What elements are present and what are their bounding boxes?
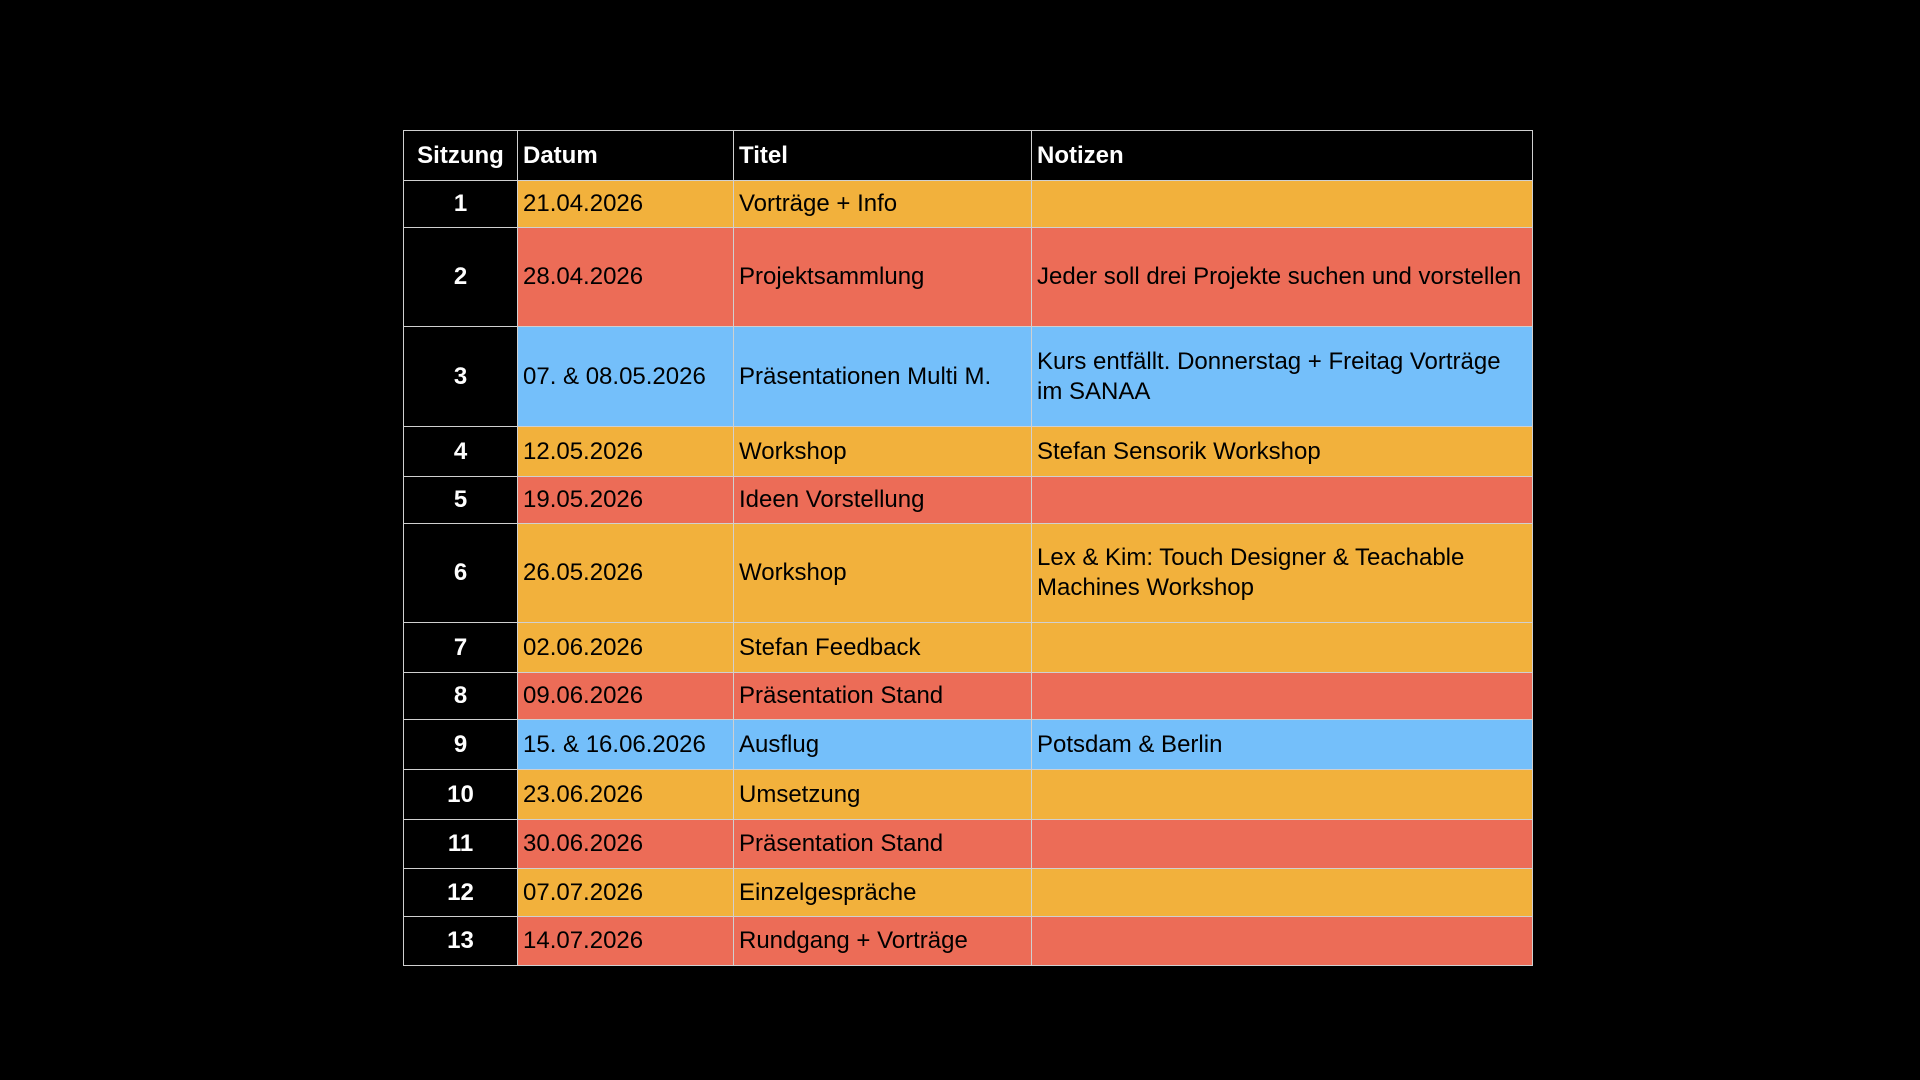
table-row: 5 19.05.2026 Ideen Vorstellung (403, 476, 1533, 524)
titel-cell: Ausflug (733, 719, 1032, 770)
notizen-cell (1031, 868, 1533, 917)
titel-cell: Workshop (733, 523, 1032, 623)
notizen-cell (1031, 622, 1533, 673)
datum-cell: 09.06.2026 (517, 672, 734, 720)
table-row: 4 12.05.2026 Workshop Stefan Sensorik Works… (403, 426, 1533, 477)
schedule: Sitzung Datum Titel Notizen 1 21.04.2026 Vort… (403, 130, 1533, 966)
header-row: Sitzung Datum Titel Notizen (403, 130, 1533, 181)
sitzung-cell: 3 (403, 326, 518, 427)
datum-cell: 28.04.2026 (517, 227, 734, 327)
datum-cell: 21.04.2026 (517, 180, 734, 228)
titel-cell: Präsentation Stand (733, 819, 1032, 869)
titel-cell: Ideen Vorstellung (733, 476, 1032, 524)
sitzung-cell: 11 (403, 819, 518, 869)
column-header: Sitzung (403, 130, 518, 181)
datum-cell: 19.05.2026 (517, 476, 734, 524)
notizen-cell: Lex & Kim: Touch Designer & Teachable Ma… (1031, 523, 1533, 623)
sitzung-cell: 9 (403, 719, 518, 770)
table-row: 2 28.04.2026 Projektsammlung Jeder soll dre… (403, 227, 1533, 327)
titel-cell: Präsentationen Multi M. (733, 326, 1032, 427)
table-row: 8 09.06.2026 Präsentation Stand (403, 672, 1533, 720)
table-row: 12 07.07.2026 Einzelgespräche (403, 868, 1533, 917)
notizen-cell (1031, 769, 1533, 820)
titel-cell: Umsetzung (733, 769, 1032, 820)
sitzung-cell: 4 (403, 426, 518, 477)
sitzung-cell: 8 (403, 672, 518, 720)
table-row: 13 14.07.2026 Rundgang + Vorträge (403, 916, 1533, 966)
table-row: 10 23.06.2026 Umsetzung (403, 769, 1533, 820)
sitzung-cell: 13 (403, 916, 518, 966)
column-header: Titel (733, 130, 1032, 181)
table-row: 3 07. & 08.05.2026 Präsentationen Multi M.… (403, 326, 1533, 427)
notizen-cell (1031, 180, 1533, 228)
notizen-cell: Jeder soll drei Projekte suchen und vors… (1031, 227, 1533, 327)
column-header: Datum (517, 130, 734, 181)
notizen-cell: Stefan Sensorik Workshop (1031, 426, 1533, 477)
table-row: 9 15. & 16.06.2026 Ausflug Potsdam & Berlin (403, 719, 1533, 770)
datum-cell: 02.06.2026 (517, 622, 734, 673)
table-row: 11 30.06.2026 Präsentation Stand (403, 819, 1533, 869)
notizen-cell: Kurs entfällt. Donnerstag + Freitag Vort… (1031, 326, 1533, 427)
table-row: 1 21.04.2026 Vorträge + Info (403, 180, 1533, 228)
sitzung-cell: 6 (403, 523, 518, 623)
sitzung-cell: 10 (403, 769, 518, 820)
titel-cell: Vorträge + Info (733, 180, 1032, 228)
titel-cell: Einzelgespräche (733, 868, 1032, 917)
sitzung-cell: 1 (403, 180, 518, 228)
table-row: 6 26.05.2026 Workshop Lex & Kim: Touch Desi… (403, 523, 1533, 623)
datum-cell: 26.05.2026 (517, 523, 734, 623)
datum-cell: 07.07.2026 (517, 868, 734, 917)
notizen-cell (1031, 476, 1533, 524)
titel-cell: Stefan Feedback (733, 622, 1032, 673)
datum-cell: 23.06.2026 (517, 769, 734, 820)
notizen-cell (1031, 819, 1533, 869)
notizen-cell: Potsdam & Berlin (1031, 719, 1533, 770)
datum-cell: 15. & 16.06.2026 (517, 719, 734, 770)
titel-cell: Rundgang + Vorträge (733, 916, 1032, 966)
schedule-table: Sitzung Datum Titel Notizen 1 21.04.2026 Vort… (403, 130, 1533, 966)
datum-cell: 30.06.2026 (517, 819, 734, 869)
notizen-cell (1031, 672, 1533, 720)
titel-cell: Projektsammlung (733, 227, 1032, 327)
datum-cell: 07. & 08.05.2026 (517, 326, 734, 427)
sitzung-cell: 7 (403, 622, 518, 673)
datum-cell: 14.07.2026 (517, 916, 734, 966)
column-header: Notizen (1031, 130, 1533, 181)
table-row: 7 02.06.2026 Stefan Feedback (403, 622, 1533, 673)
sitzung-cell: 12 (403, 868, 518, 917)
titel-cell: Präsentation Stand (733, 672, 1032, 720)
sitzung-cell: 5 (403, 476, 518, 524)
datum-cell: 12.05.2026 (517, 426, 734, 477)
titel-cell: Workshop (733, 426, 1032, 477)
notizen-cell (1031, 916, 1533, 966)
sitzung-cell: 2 (403, 227, 518, 327)
